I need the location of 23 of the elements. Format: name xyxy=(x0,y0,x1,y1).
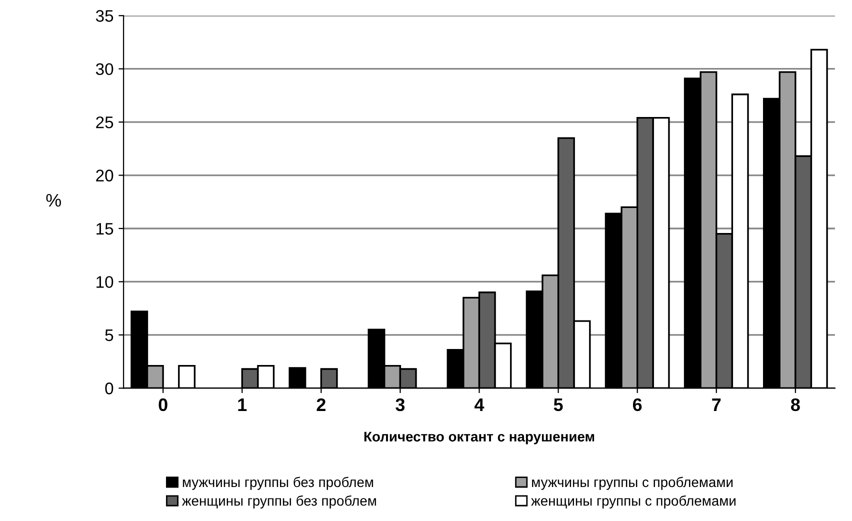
x-tick-label: 3 xyxy=(396,398,405,412)
y-tick-label: 30 xyxy=(96,63,114,76)
x-tick-label: 0 xyxy=(158,398,168,412)
y-tick-label: 25 xyxy=(96,116,114,128)
legend-label: мужчины группы с проблемами xyxy=(532,476,733,490)
x-tick-label: 4 xyxy=(474,398,484,411)
x-tick-label: 6 xyxy=(632,398,642,412)
x-tick-label: 8 xyxy=(790,398,800,412)
x-axis-title: Количество октант с нарушением xyxy=(364,432,594,444)
legend-label: мужчины группы без проблем xyxy=(182,476,374,490)
y-tick-label: 10 xyxy=(96,276,114,288)
x-tick-label: 5 xyxy=(554,398,563,412)
y-tick-label: 35 xyxy=(96,10,114,22)
y-axis-title: % xyxy=(46,194,61,207)
x-tick-label: 1 xyxy=(238,398,247,411)
legend-label: женщины группы без проблем xyxy=(182,495,376,508)
legend-label: женщины группы с проблемами xyxy=(531,495,736,508)
x-tick-label: 2 xyxy=(316,398,326,411)
x-tick-label: 7 xyxy=(712,398,721,411)
y-tick-label: 20 xyxy=(96,170,114,182)
y-tick-label: 15 xyxy=(96,223,114,235)
y-tick-label: 0 xyxy=(105,382,114,394)
y-tick-label: 5 xyxy=(105,330,114,342)
